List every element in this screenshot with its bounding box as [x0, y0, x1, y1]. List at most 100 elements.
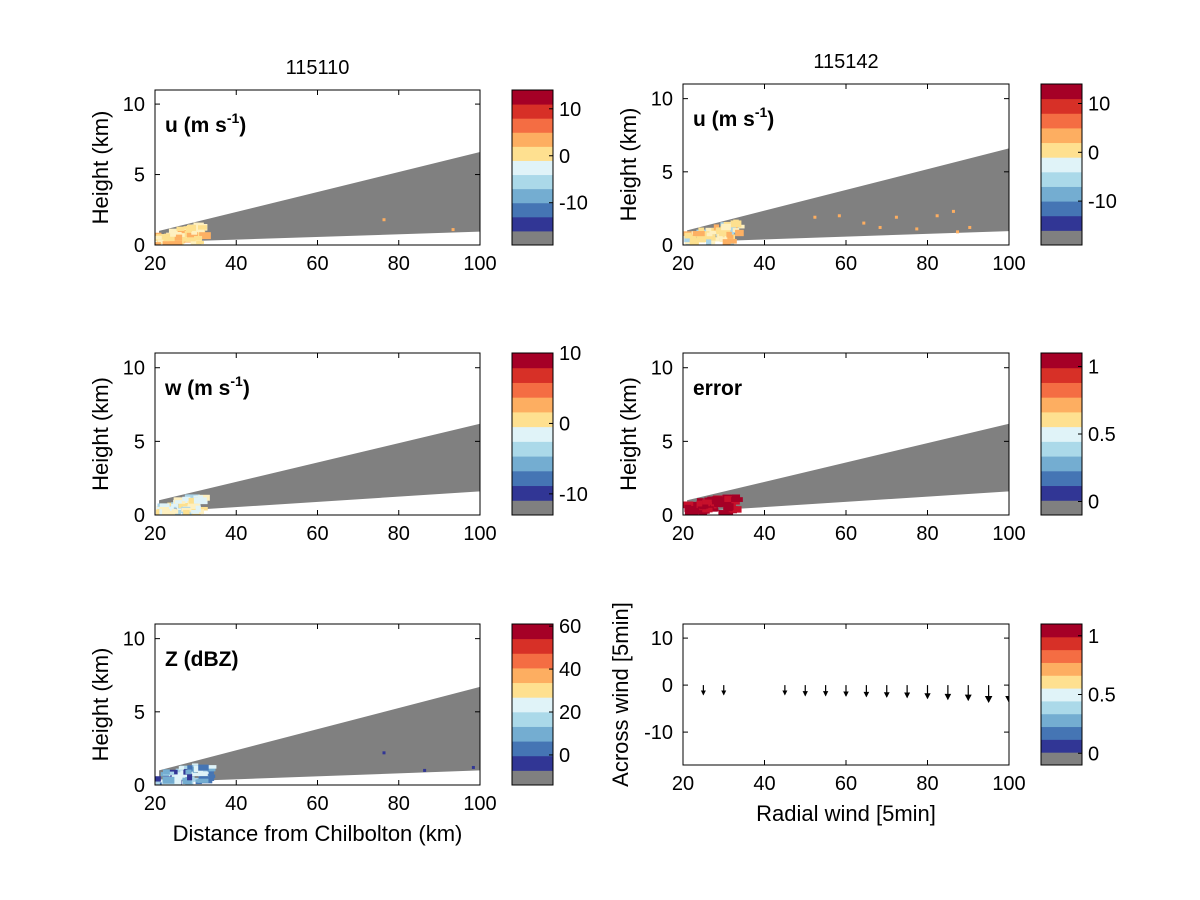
echo-cell [706, 239, 712, 245]
echo-cell [713, 497, 726, 503]
y-tick-label: 0 [662, 505, 673, 527]
x-tick-label: 100 [463, 793, 496, 815]
colorbar-swatch [1041, 230, 1082, 246]
echo-cell [173, 234, 183, 241]
scan-coverage [159, 423, 480, 513]
y-tick-label: 0 [134, 775, 145, 797]
colorbar-tick-label: 0 [1088, 142, 1099, 164]
colorbar-swatch [512, 174, 553, 190]
y-tick-label: 10 [651, 358, 673, 380]
variable-label: u (m s-1) [165, 110, 246, 137]
colorbar-swatch [512, 426, 553, 442]
colorbar: 60 40 20 0 [511, 616, 581, 786]
colorbar-swatch [1041, 171, 1082, 187]
echo-cell [171, 774, 182, 782]
wind-arrow-head [944, 693, 952, 701]
plot-area [683, 423, 1009, 515]
echo-cell [191, 230, 198, 235]
echo-cell [730, 220, 742, 228]
x-tick-label: 80 [388, 523, 410, 545]
echo-cell [194, 235, 203, 241]
variable-label-main: error [693, 377, 742, 400]
colorbar-swatch [512, 624, 553, 640]
echo-cell [692, 231, 705, 237]
colorbar-swatch [512, 726, 553, 742]
echo-cell [187, 504, 193, 508]
echo-cell [198, 506, 208, 511]
echo-cell [176, 226, 185, 231]
echo-cell [173, 231, 182, 237]
y-tick-label: 10 [123, 358, 145, 380]
x-tick-label: 20 [144, 523, 166, 545]
colorbar-swatch [1041, 500, 1082, 516]
x-tick-label: 40 [225, 793, 247, 815]
colorbar-tick-label: 1 [1088, 626, 1099, 648]
echo-speckle [382, 218, 386, 222]
panel-title: 115142 [813, 51, 878, 73]
colorbar-frame [1040, 83, 1083, 246]
echo-cell [724, 496, 732, 502]
echo-speckle [956, 230, 960, 234]
colorbar-tick-label: -10 [1088, 191, 1117, 213]
wind-arrow-head [843, 691, 849, 697]
x-tick-label: 80 [388, 793, 410, 815]
echo-cell [702, 499, 712, 505]
wind-arrow-head [964, 694, 972, 702]
echo-cell [183, 509, 190, 515]
echo-cell [177, 230, 188, 234]
echo-cell [191, 772, 201, 777]
echo-cell [689, 236, 695, 242]
colorbar-swatch [1041, 485, 1082, 501]
echo-speckle [813, 215, 817, 219]
y-axis-label: Across wind [5min] [608, 602, 633, 787]
echo-cell [168, 506, 174, 511]
echo-cell [185, 769, 192, 775]
echo-cell [698, 227, 705, 232]
colorbar-swatch [512, 770, 553, 786]
y-tick-label: 0 [662, 675, 673, 697]
echo-cell [192, 503, 200, 508]
variable-label: Z (dBZ) [165, 648, 238, 671]
echo-cell [723, 503, 734, 511]
scan-coverage [159, 152, 480, 243]
x-tick-label: 80 [916, 773, 938, 795]
colorbar-swatch [1041, 397, 1082, 413]
y-axis-label: Height (km) [616, 377, 641, 491]
colorbar-tick-label: 0.5 [1088, 424, 1116, 446]
variable-label: error [693, 377, 742, 400]
colorbar-tick-label: 0 [559, 146, 570, 168]
colorbar-swatch [512, 382, 553, 398]
echo-cell [710, 501, 717, 509]
echo-cell [735, 229, 744, 237]
wind-arrow-head [924, 693, 931, 700]
colorbar-swatch [1041, 127, 1082, 144]
x-tick-label: 80 [916, 523, 938, 545]
scan-coverage [687, 148, 1009, 243]
colorbar-tick-label: 10 [559, 99, 581, 121]
colorbar-swatch [1041, 142, 1082, 158]
x-tick-label: 60 [835, 523, 857, 545]
variable-label-sup: -1 [230, 373, 243, 389]
echo-cell [191, 509, 199, 514]
echo-cell [713, 224, 720, 231]
wind-arrow-head [822, 691, 829, 697]
echo-cell [184, 494, 190, 499]
colorbar-swatch [1041, 157, 1082, 173]
colorbar-swatch [512, 118, 553, 133]
x-tick-label: 60 [306, 793, 328, 815]
echo-cell [205, 774, 215, 781]
echo-cell [699, 505, 707, 510]
colorbar-swatch [512, 367, 553, 383]
x-tick-label: 40 [753, 253, 775, 275]
x-tick-label: 60 [306, 253, 328, 275]
x-tick-label: 60 [306, 523, 328, 545]
plot-area [155, 423, 480, 515]
colorbar-swatch [1041, 636, 1082, 651]
colorbar-swatch [512, 470, 553, 487]
colorbar-swatch [512, 667, 553, 684]
x-tick-label: 100 [992, 773, 1025, 795]
y-tick-label: 0 [134, 505, 145, 527]
echo-cell [163, 234, 175, 242]
echo-cell [162, 241, 173, 245]
x-tick-label: 20 [672, 773, 694, 795]
